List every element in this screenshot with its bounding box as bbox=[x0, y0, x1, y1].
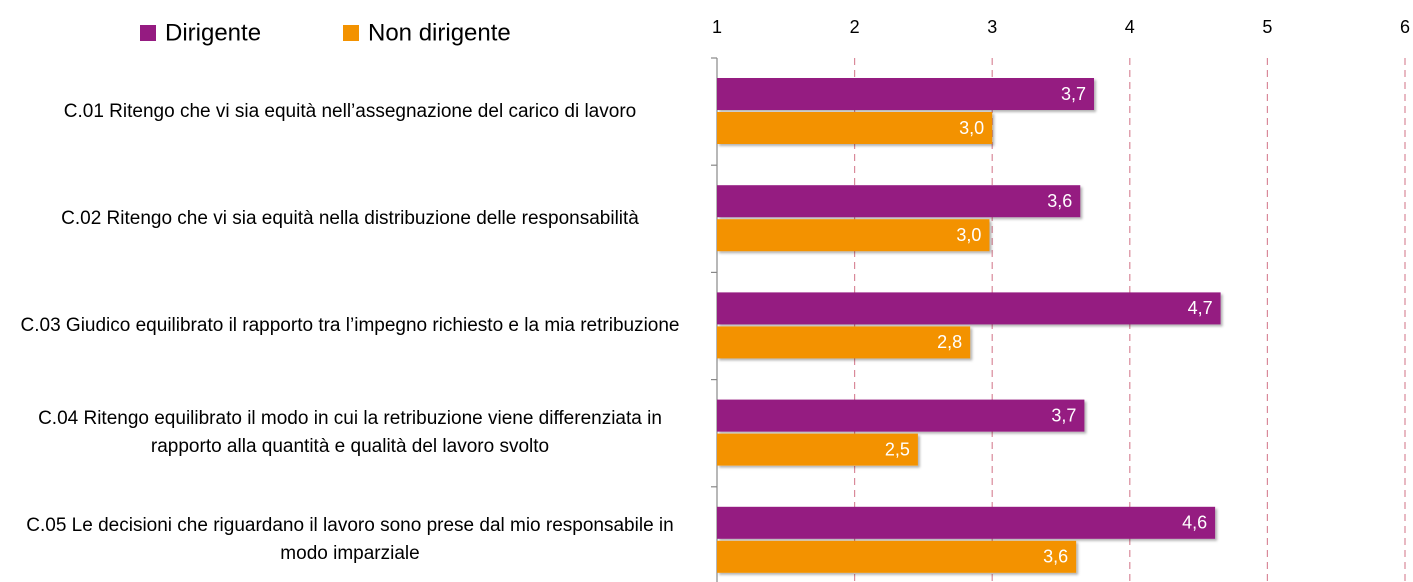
bar bbox=[717, 219, 990, 252]
category-label: C.01 Ritengo che vi sia equità nell’asse… bbox=[63, 100, 637, 122]
bar bbox=[717, 78, 1095, 110]
legend-swatch bbox=[140, 25, 156, 41]
x-tick-label: 1 bbox=[712, 17, 722, 37]
data-label: 4,6 bbox=[1182, 513, 1207, 533]
data-label: 2,5 bbox=[885, 439, 910, 459]
category-label: C.03 Giudico equilibrato il rapporto tra… bbox=[20, 315, 680, 336]
data-label: 3,0 bbox=[956, 225, 981, 245]
category-label: C.02 Ritengo che vi sia equità nella dis… bbox=[61, 207, 639, 229]
x-tick-label: 2 bbox=[850, 17, 860, 37]
data-label: 3,7 bbox=[1061, 84, 1086, 104]
bar bbox=[717, 185, 1081, 218]
bar bbox=[717, 112, 993, 144]
data-label: 2,8 bbox=[937, 332, 962, 352]
bar bbox=[717, 326, 971, 359]
data-label: 3,6 bbox=[1043, 547, 1068, 567]
legend-label: Dirigente bbox=[165, 19, 261, 46]
bar bbox=[717, 540, 1077, 573]
x-tick-label: 5 bbox=[1262, 17, 1272, 37]
bar bbox=[717, 506, 1216, 539]
data-label: 3,0 bbox=[959, 118, 984, 138]
bar bbox=[717, 399, 1085, 432]
bar bbox=[717, 292, 1221, 325]
legend-swatch bbox=[343, 25, 359, 41]
data-label: 3,7 bbox=[1051, 405, 1076, 425]
data-label: 4,7 bbox=[1188, 298, 1213, 318]
data-label: 3,6 bbox=[1047, 191, 1072, 211]
x-tick-label: 6 bbox=[1400, 17, 1410, 37]
legend-label: Non dirigente bbox=[368, 19, 511, 46]
x-tick-label: 3 bbox=[987, 17, 997, 37]
x-tick-label: 4 bbox=[1125, 17, 1135, 37]
category-label: C.04 Ritengo equilibrato il modo in cui … bbox=[38, 408, 662, 458]
bar bbox=[717, 433, 918, 466]
category-label: C.05 Le decisioni che riguardano il lavo… bbox=[26, 515, 674, 565]
